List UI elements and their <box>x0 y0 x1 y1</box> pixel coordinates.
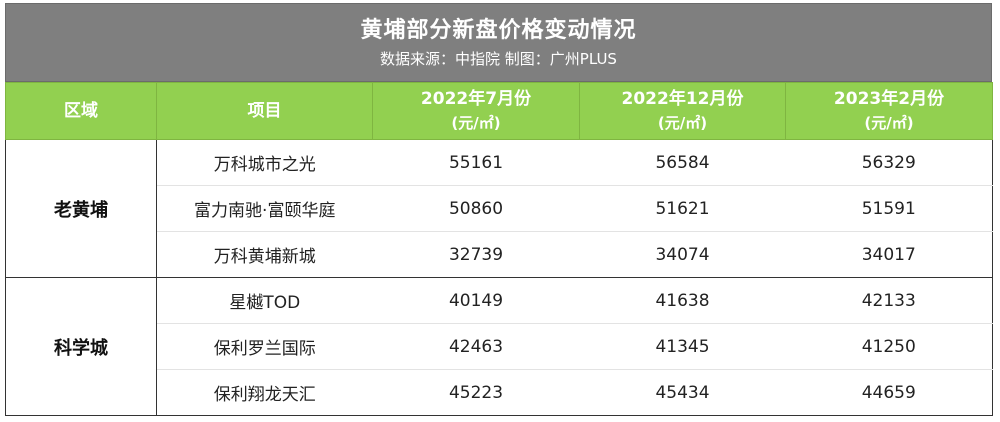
price-2023-02-cell: 44659 <box>785 369 993 416</box>
table-row: 万科黄埔新城 32739 34074 34017 <box>6 231 993 278</box>
price-2023-02-cell: 41250 <box>785 323 993 370</box>
price-2023-02-cell: 51591 <box>785 185 993 232</box>
price-2022-12-cell: 45434 <box>579 369 786 416</box>
price-2022-12-cell: 51621 <box>579 185 786 232</box>
project-cell: 保利罗兰国际 <box>156 323 373 370</box>
price-2023-02-cell: 56329 <box>785 139 993 186</box>
price-2023-02-cell: 42133 <box>785 277 993 324</box>
header-2022-07-unit: (元/㎡) <box>451 114 501 132</box>
header-2023-02-unit: (元/㎡) <box>864 114 914 132</box>
price-2022-07-cell: 42463 <box>372 323 580 370</box>
price-2022-12-cell: 41345 <box>579 323 786 370</box>
price-2022-07-cell: 50860 <box>372 185 580 232</box>
table-row: 富力南驰·富颐华庭 50860 51621 51591 <box>6 185 993 232</box>
table-row: 科学城 星樾TOD 40149 41638 42133 <box>5 277 993 416</box>
header-2023-02: 2023年2月份 (元/㎡) <box>785 82 993 140</box>
project-cell: 保利翔龙天汇 <box>156 369 373 416</box>
table-title: 黄埔部分新盘价格变动情况 <box>360 18 637 43</box>
header-2022-12-period: 2022年12月份 <box>621 89 744 109</box>
project-cell: 富力南驰·富颐华庭 <box>156 185 373 232</box>
header-2022-12-unit: (元/㎡) <box>657 114 708 132</box>
price-2022-12-cell: 34074 <box>579 231 786 278</box>
header-row: 区域 项目 2022年7月份 (元/㎡) 2022年12月份 (元/㎡) 202… <box>5 82 993 140</box>
header-2022-07-period: 2022年7月份 <box>420 89 532 109</box>
table-subtitle: 数据来源：中指院 制图：广州PLUS <box>380 50 617 68</box>
header-2022-12: 2022年12月份 (元/㎡) <box>579 82 786 140</box>
price-2022-12-cell: 56584 <box>579 139 786 186</box>
table-row: 老黄埔 万科城市之光 55161 56584 56329 <box>5 139 993 278</box>
header-2022-07: 2022年7月份 (元/㎡) <box>372 82 580 140</box>
table-row: 保利翔龙天汇 45223 45434 44659 <box>6 369 993 416</box>
project-cell: 万科城市之光 <box>156 139 373 186</box>
project-cell: 万科黄埔新城 <box>156 231 373 278</box>
price-2022-07-cell: 55161 <box>372 139 580 186</box>
region-cell: 老黄埔 <box>5 139 157 278</box>
table-row: 保利罗兰国际 42463 41345 41250 <box>6 323 993 370</box>
price-2023-02-cell: 34017 <box>785 231 993 278</box>
project-cell: 星樾TOD <box>156 277 373 324</box>
header-2023-02-period: 2023年2月份 <box>833 89 945 109</box>
price-2022-07-cell: 45223 <box>372 369 580 416</box>
price-2022-07-cell: 32739 <box>372 231 580 278</box>
region-cell: 科学城 <box>5 277 157 416</box>
price-table-card: 黄埔部分新盘价格变动情况 数据来源：中指院 制图：广州PLUS 区域 项目 20… <box>5 3 993 416</box>
price-table: 区域 项目 2022年7月份 (元/㎡) 2022年12月份 (元/㎡) 202… <box>5 82 993 416</box>
title-bar: 黄埔部分新盘价格变动情况 数据来源：中指院 制图：广州PLUS <box>5 3 992 82</box>
price-2022-12-cell: 41638 <box>579 277 786 324</box>
header-region: 区域 <box>5 82 157 140</box>
price-2022-07-cell: 40149 <box>372 277 580 324</box>
header-project: 项目 <box>156 82 373 140</box>
